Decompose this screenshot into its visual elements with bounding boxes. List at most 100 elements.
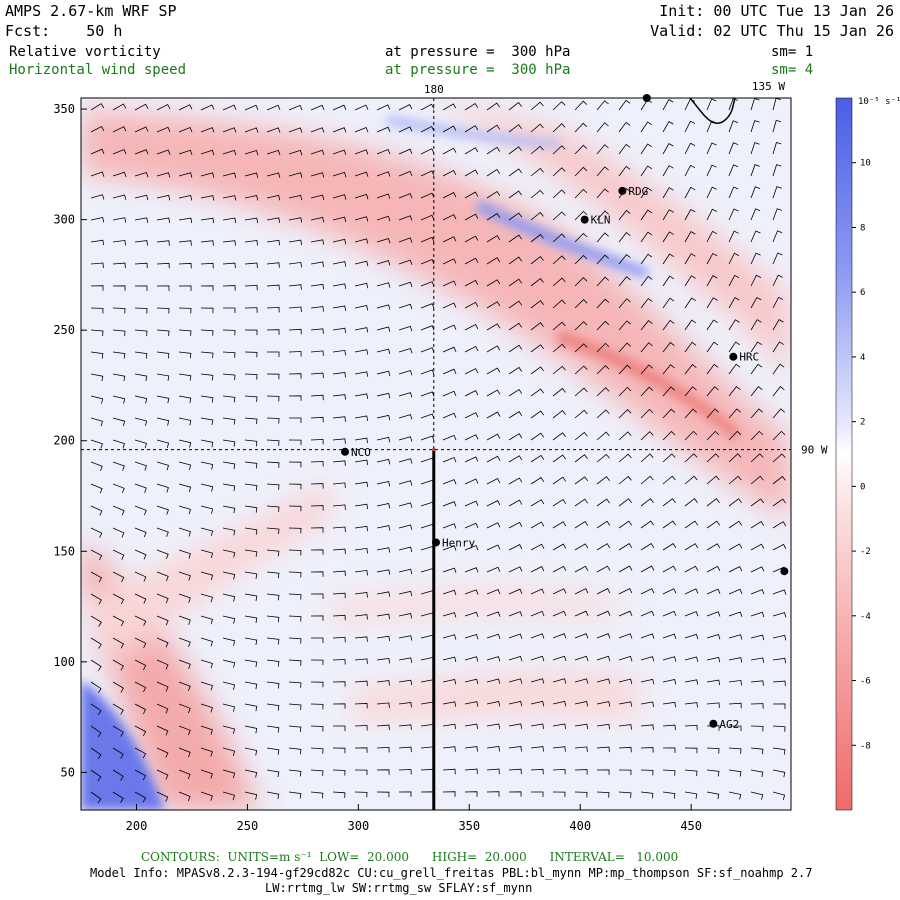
wind-barb [134,505,147,516]
wind-barb [596,633,611,639]
wind-barb [332,747,346,754]
wind-barb [706,430,720,441]
wind-barb [354,415,368,421]
wind-barb [684,520,699,529]
wind-barb [200,505,214,514]
wind-barb [486,257,501,265]
wind-barb [310,769,324,776]
wind-barb [178,351,192,359]
wind-barb [222,725,236,734]
wind-barb [750,475,764,485]
wind-barb [596,678,611,684]
wind-barb [420,103,435,111]
wind-barb [398,303,413,310]
wind-barb [90,262,104,269]
wind-barb [596,476,610,485]
wind-barb [662,520,677,529]
wind-barb [706,747,720,754]
wind-barb [574,188,588,199]
wind-barb [706,164,717,177]
wind-barb [332,636,346,643]
wind-barb [112,791,124,803]
wind-barb [376,193,391,199]
wind-barb [332,394,346,400]
wind-barb [508,746,522,752]
wind-barb [596,791,610,798]
station-label: RDG [628,185,648,198]
colorbar-tick-label: -2 [860,547,871,557]
wind-barb [574,409,588,419]
wind-barb [376,260,391,266]
wind-barb [354,680,368,687]
wind-barb [112,262,126,269]
wind-barb [90,148,105,155]
wind-barb [156,285,170,291]
wind-barb [640,408,654,419]
wind-barb [530,344,544,353]
wind-barb [772,612,787,618]
wind-barb [442,125,457,133]
wind-barb [134,285,148,291]
wind-barb [266,395,280,402]
wind-barb [90,483,103,494]
wind-barb [442,346,457,353]
y-tick-label: 300 [53,213,75,227]
wind-barb [90,239,104,246]
wind-barb [112,725,124,737]
wind-barb [530,145,544,155]
wind-barb [706,791,720,800]
wind-barb [706,769,720,777]
wind-barb [640,656,655,662]
wind-barb [376,348,391,355]
wind-barb [398,791,412,797]
wind-barb [640,386,654,397]
wind-barb [464,456,479,463]
wind-barb [332,283,347,289]
wind-barb [178,307,192,314]
wind-barb [530,366,544,375]
wind-barb [442,701,457,707]
wind-barb [112,373,126,382]
wind-barb [618,475,632,485]
wind-barb [464,279,479,287]
parallel-label: 90 W [801,444,828,457]
wind-barb [508,768,522,775]
wind-barb [596,769,610,775]
wind-barb [244,659,258,668]
wind-barb [112,461,125,471]
wind-barb [706,275,718,287]
wind-barb [464,191,479,199]
wind-barb [640,121,653,133]
wind-barb [354,282,369,289]
wind-barb [134,439,147,449]
wind-barb [288,172,303,178]
wind-barb [772,791,786,801]
wind-barb [662,769,676,776]
wind-barb [354,393,369,399]
wind-barb [662,498,676,507]
wind-barb [222,373,236,381]
wind-barb [420,435,435,441]
wind-barb [200,659,214,669]
wind-barb [464,147,479,155]
wind-barb [728,208,739,221]
wind-barb [156,126,171,133]
wind-barb [530,101,544,111]
wind-barb [574,565,589,573]
wind-barb [508,455,523,463]
wind-barb [728,274,740,287]
wind-barb [618,724,632,730]
wind-barb [90,351,104,359]
x-tick-label: 300 [348,819,370,833]
wind-barb [640,701,654,707]
wind-barb [486,701,501,707]
wind-barb [640,543,655,551]
wind-barb [486,213,501,221]
wind-barb [772,119,782,133]
wind-barb [333,725,346,731]
wind-barb [684,297,697,309]
wind-barb [376,126,391,133]
wind-barb [552,211,566,221]
wind-barb [486,279,501,287]
wind-barb [90,769,102,782]
